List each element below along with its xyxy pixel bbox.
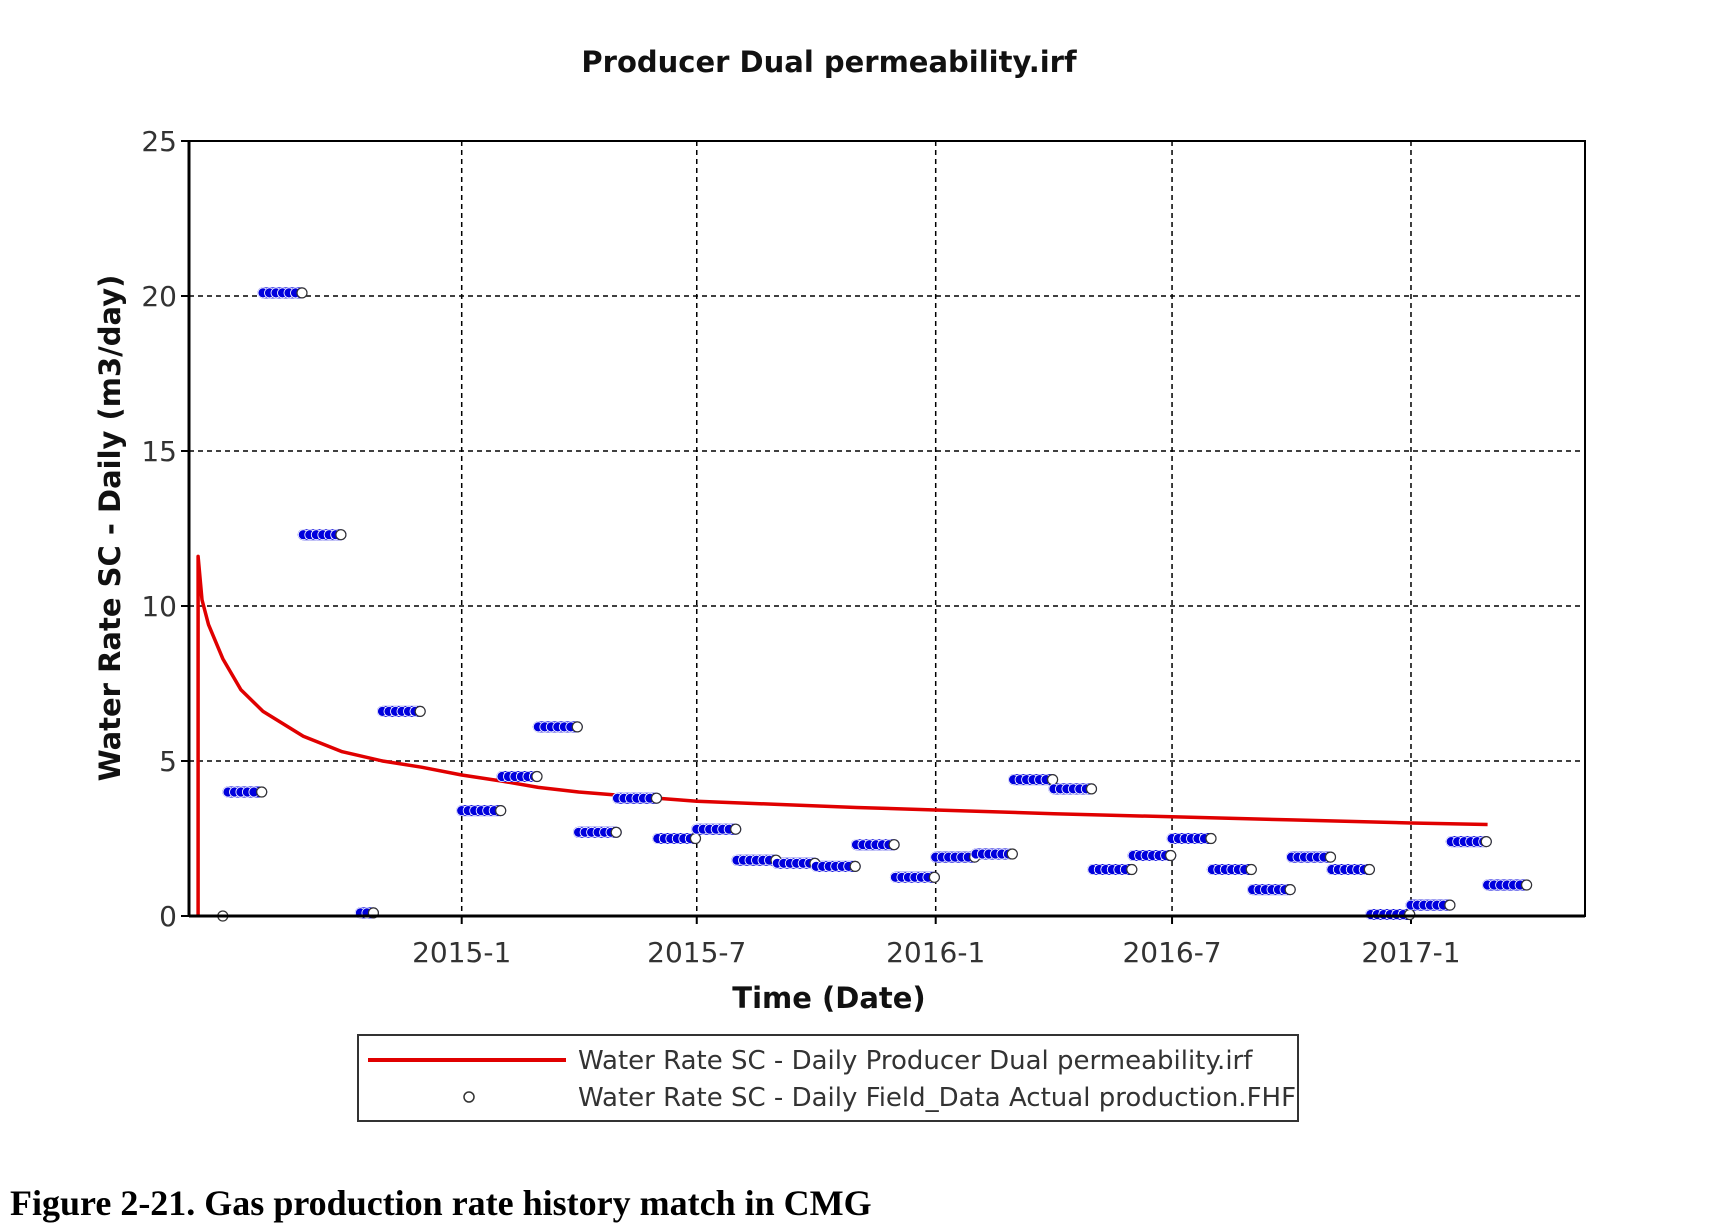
field-data-point: [1284, 883, 1296, 896]
field-data-point: [1165, 849, 1177, 862]
field-data-point: [928, 871, 941, 883]
figure-caption: Figure 2-21. Gas production rate history…: [10, 1183, 872, 1223]
field-data-point: [1046, 773, 1059, 786]
field-data-point: [1006, 848, 1018, 860]
y-tick-label: 25: [141, 125, 177, 158]
field-data-point: [256, 786, 268, 798]
y-tick-label: 15: [141, 435, 177, 468]
x-tick-label: 2016-1: [886, 936, 985, 969]
field-data-point: [335, 529, 347, 541]
field-data-point: [1126, 863, 1138, 876]
y-axis-label: Water Rate SC - Daily (m3/day): [93, 275, 127, 782]
field-data-point: [414, 705, 426, 718]
series-line-simulated: [196, 554, 1488, 916]
field-data-point: [1205, 832, 1217, 845]
x-tick-label: 2016-7: [1122, 936, 1221, 969]
field-data-point: [689, 832, 702, 845]
field-data-point: [849, 860, 861, 873]
field-data-point: [888, 839, 900, 851]
field-data-point: [610, 826, 622, 838]
field-data-point: [1085, 783, 1098, 795]
legend: Water Rate SC - Daily Producer Dual perm…: [357, 1034, 1299, 1122]
field-data-point: [571, 721, 583, 733]
legend-entry-field: Water Rate SC - Daily Field_Data Actual …: [578, 1083, 1296, 1113]
x-tick-label: 2015-1: [412, 936, 511, 969]
y-tick-label: 5: [159, 745, 177, 778]
chart-title: Producer Dual permeability.irf: [581, 45, 1077, 79]
field-data-point: [531, 770, 543, 783]
grid-lines: [189, 141, 1585, 916]
y-tick-label: 0: [159, 900, 177, 933]
field-data-point: [1520, 879, 1533, 891]
field-data-point: [296, 287, 308, 299]
field-data-point: [495, 804, 507, 817]
legend-box: [357, 1034, 1299, 1122]
axis-ticks: 0 5 10 15 20 25 2015-1 2015-7 2016-1 2016-7 2017-1: [141, 125, 1460, 969]
y-tick-label: 20: [141, 280, 177, 313]
field-data-point: [1245, 863, 1257, 876]
field-data-point: [650, 792, 663, 804]
field-data-point: [730, 823, 742, 835]
x-tick-label: 2015-7: [647, 936, 746, 969]
y-tick-label: 10: [141, 590, 177, 623]
x-tick-label: 2017-1: [1361, 936, 1460, 969]
legend-entry-simulated: Water Rate SC - Daily Producer Dual perm…: [578, 1046, 1253, 1076]
x-axis-label: Time (Date): [732, 981, 925, 1015]
legend-marker-swatch: [463, 1091, 475, 1103]
field-data-point: [1480, 835, 1492, 848]
plot-series: [196, 287, 1533, 922]
field-data-point: [1444, 899, 1456, 911]
field-data-point: [1363, 863, 1376, 876]
field-data-point: [1324, 851, 1337, 863]
